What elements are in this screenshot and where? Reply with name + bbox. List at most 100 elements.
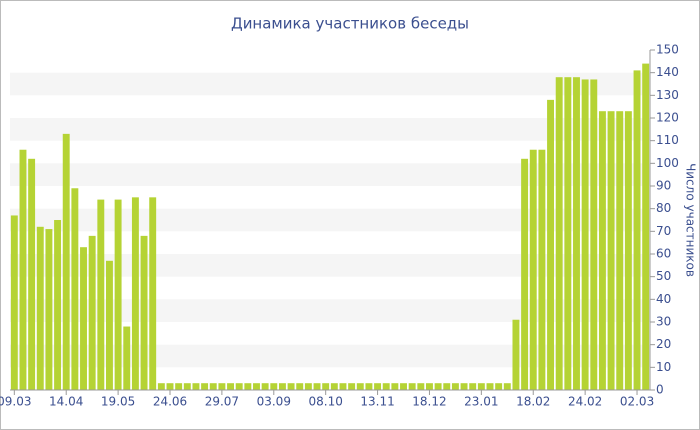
x-tick-label: 23.01 [464,395,498,409]
y-tick-label: 50 [656,269,671,283]
bar [529,149,537,390]
bar [253,383,260,390]
grid-band [10,254,650,277]
x-tick-label: 18.12 [412,395,446,409]
x-tick-label: 14.04 [49,395,83,409]
bar [624,111,632,390]
bar [486,383,494,390]
bar [97,199,105,390]
bar [451,383,459,390]
bar [581,79,589,390]
bar [503,383,511,390]
grid-band [10,208,650,232]
x-tick-label: 29.07 [205,395,239,409]
bar [512,319,520,390]
bar [175,383,183,390]
bar [374,383,382,390]
bar [218,383,226,390]
bar [547,99,554,390]
bar [192,383,200,390]
bar [71,188,79,390]
bar [408,383,416,390]
bar [183,383,191,390]
bar [460,383,468,390]
bar [278,383,286,390]
bar [45,229,53,390]
bar [270,383,278,390]
bar [10,215,18,390]
bar [642,63,650,390]
bar [313,383,321,390]
bar [607,111,615,390]
x-tick-label: 08.10 [308,395,342,409]
bar [564,77,572,390]
bar [36,226,44,390]
bar [88,235,96,390]
y-tick-label: 130 [656,88,679,102]
y-tick-label: 80 [656,201,671,215]
y-tick-label: 90 [656,179,671,193]
y-tick-label: 60 [656,247,671,261]
bar [62,133,70,390]
bar [157,383,165,390]
bar [304,383,312,390]
bar [201,383,209,390]
bar [426,383,433,390]
grid-band [10,72,650,96]
y-tick-label: 140 [656,65,679,79]
bar [521,158,529,390]
bar [140,235,148,390]
y-tick-label: 30 [656,315,671,329]
bar [244,383,252,390]
x-tick-label: 03.09 [257,395,291,409]
bar [348,383,356,390]
bar [477,383,485,390]
y-tick-label: 70 [656,224,671,238]
bar [322,383,330,390]
y-tick-label: 150 [656,43,679,57]
bar [80,247,87,390]
y-axis-title: Число участников [684,163,698,277]
chart-title: Динамика участников беседы [231,15,469,33]
bar [400,383,407,390]
x-tick-label: 09.03 [0,395,32,409]
bar [123,326,131,390]
bar [365,383,373,390]
bar [356,383,364,390]
bar [633,70,641,391]
bar [434,383,442,390]
bar [391,383,399,390]
bar [149,197,157,390]
bar [235,383,243,390]
bar [287,383,295,390]
bar [54,220,62,390]
y-tick-label: 120 [656,111,679,125]
bar [538,149,546,390]
bar [382,383,390,390]
bar [443,383,451,390]
bar [495,383,503,390]
x-tick-label: 18.02 [516,395,550,409]
y-tick-label: 20 [656,337,671,351]
y-tick-label: 40 [656,292,671,306]
bar [469,383,477,390]
bar [209,383,217,390]
bar [330,383,338,390]
grid-band [10,163,650,186]
bar [555,77,563,390]
x-tick-label: 19.05 [101,395,135,409]
bar [598,111,606,390]
y-tick-label: 100 [656,156,679,170]
bar [339,383,347,390]
x-tick-label: 24.02 [568,395,602,409]
bar [114,199,122,390]
bar [616,111,624,390]
bar [131,197,139,390]
bar [261,383,269,390]
bar [296,383,304,390]
bar [28,158,36,390]
bar [573,77,580,390]
grid-band [10,299,650,322]
bar [19,149,27,390]
y-tick-label: 0 [656,383,664,397]
